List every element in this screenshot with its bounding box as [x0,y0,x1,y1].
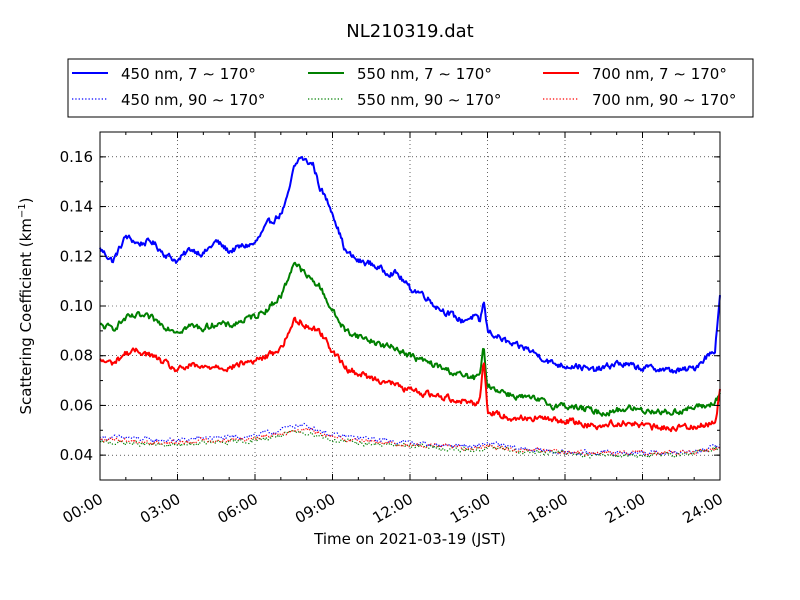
legend-label: 450 nm, 7 ∼ 170° [121,65,256,83]
legend-box [67,58,754,118]
grid-lines [100,132,720,480]
axis-ticks [99,131,721,481]
x-tick-label: 15:00 [447,490,493,527]
y-tick-label: 0.04 [60,446,93,464]
y-tick-label: 0.14 [60,198,93,216]
y-tick-label: 0.06 [60,396,93,414]
x-tick-label: 00:00 [60,490,106,527]
series-group [99,155,721,459]
legend-label: 700 nm, 7 ∼ 170° [592,65,727,83]
chart-title: NL210319.dat [346,21,473,42]
series-line [99,316,721,433]
y-tick-label: 0.16 [60,148,93,166]
series-line [99,422,721,456]
legend-label: 450 nm, 90 ∼ 170° [121,91,265,109]
x-tick-label: 03:00 [137,490,183,527]
y-axis-label-unit-exponent: −1 [17,203,28,218]
y-tick-label: 0.08 [60,347,93,365]
x-tick-label: 09:00 [292,490,338,527]
x-tick-label: 18:00 [525,490,571,527]
y-axis-label: Scattering Coefficient (km−1) [17,197,35,414]
x-tick-label: 06:00 [215,490,261,527]
x-tick-label: 24:00 [680,490,726,527]
x-axis-label: Time on 2021-03-19 (JST) [313,530,506,548]
y-axis-label-close: ) [17,197,35,203]
x-tick-label: 12:00 [370,490,416,527]
legend-label: 550 nm, 7 ∼ 170° [357,65,492,83]
y-tick-label: 0.12 [60,247,93,265]
legend-label: 700 nm, 90 ∼ 170° [592,91,736,109]
series-line [99,261,721,417]
series-line [99,155,721,374]
y-axis-label-main: Scattering Coefficient (km [17,218,35,414]
chart-legend: 450 nm, 7 ∼ 170° 450 nm, 90 ∼ 170° 550 nm,… [67,58,754,118]
y-tick-labels: 0.04 0.06 0.08 0.10 0.12 0.14 0.16 [60,148,93,464]
x-tick-labels: 00:00 03:00 06:00 09:00 12:00 15:00 18:00 21:00… [60,490,726,527]
legend-label: 550 nm, 90 ∼ 170° [357,91,501,109]
x-tick-label: 21:00 [602,490,648,527]
y-tick-label: 0.10 [60,297,93,315]
